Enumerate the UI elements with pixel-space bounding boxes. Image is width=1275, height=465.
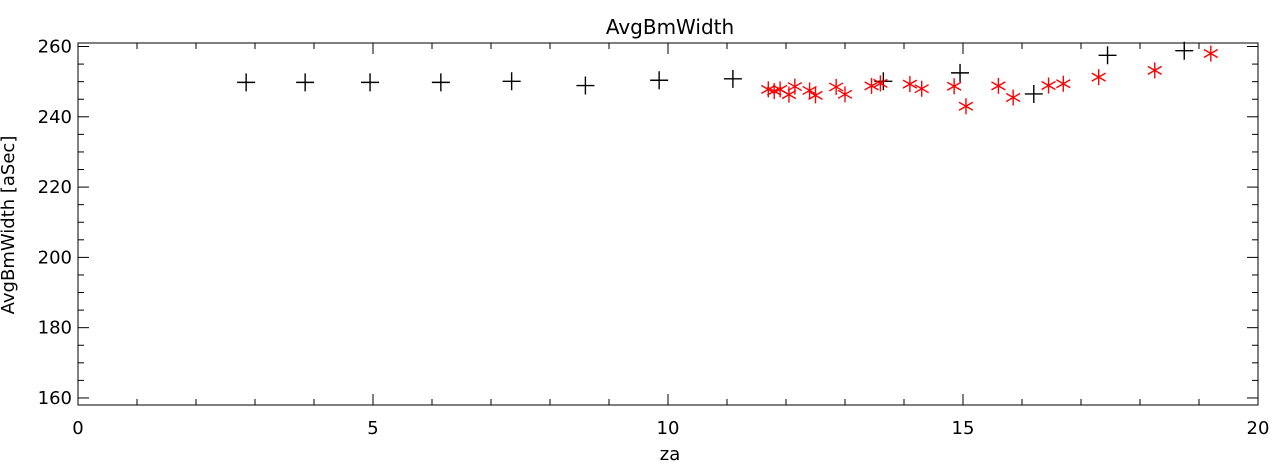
data-point-asterisk — [828, 78, 844, 95]
data-point-asterisk — [1041, 77, 1056, 94]
data-point-plus — [237, 73, 256, 92]
y-axis-title: AvgBmWidth [aSec] — [0, 136, 19, 315]
data-point-asterisk — [991, 77, 1006, 94]
axis-ticks — [77, 43, 1259, 405]
data-point-plus — [650, 71, 669, 90]
data-point-asterisk — [958, 98, 974, 115]
data-point-asterisk — [808, 87, 823, 104]
data-point-asterisk — [1056, 75, 1071, 92]
y-tick-label: 240 — [38, 107, 72, 128]
data-point-plus — [431, 73, 450, 92]
data-point-asterisk — [772, 81, 788, 98]
data-point-asterisk — [781, 86, 797, 103]
y-tick-label: 220 — [38, 177, 72, 198]
data-series — [237, 41, 1219, 115]
data-point-plus — [502, 72, 521, 91]
data-point-plus — [1098, 46, 1117, 65]
data-point-plus — [1175, 41, 1194, 60]
series-plus-markers — [237, 41, 1194, 103]
data-point-asterisk — [1203, 45, 1219, 62]
data-point-asterisk — [787, 78, 803, 95]
data-point-plus — [1024, 84, 1043, 103]
data-point-asterisk — [914, 80, 929, 97]
data-point-asterisk — [873, 75, 888, 92]
x-tick-label: 20 — [1247, 418, 1270, 439]
data-point-asterisk — [902, 76, 918, 93]
data-point-asterisk — [864, 77, 879, 94]
y-tick-label: 200 — [38, 247, 72, 268]
x-tick-label: 10 — [657, 418, 680, 439]
y-tick-label: 260 — [38, 37, 72, 58]
x-tick-label: 0 — [72, 418, 83, 439]
data-point-asterisk — [802, 82, 817, 99]
data-point-plus — [296, 73, 315, 92]
chart-title: AvgBmWidth — [606, 15, 734, 39]
y-tick-label: 180 — [38, 318, 72, 339]
data-point-plus — [951, 63, 970, 82]
data-point-asterisk — [837, 86, 853, 103]
axis-tick-labels: 0 5 10 15 20 160 180 200 220 240 260 — [38, 37, 1270, 439]
data-point-plus — [576, 76, 595, 95]
data-point-asterisk — [946, 78, 962, 95]
data-point-asterisk — [1005, 89, 1021, 106]
y-tick-label: 160 — [38, 388, 72, 409]
x-tick-label: 15 — [952, 418, 975, 439]
x-tick-label: 5 — [367, 418, 378, 439]
data-point-plus — [723, 69, 742, 88]
plot-frame — [77, 42, 1259, 406]
data-point-plus — [361, 73, 380, 92]
data-point-asterisk — [1091, 69, 1106, 86]
data-point-asterisk — [1147, 62, 1163, 79]
series-asterisk-markers — [761, 45, 1219, 115]
x-axis-title: za — [660, 444, 680, 465]
